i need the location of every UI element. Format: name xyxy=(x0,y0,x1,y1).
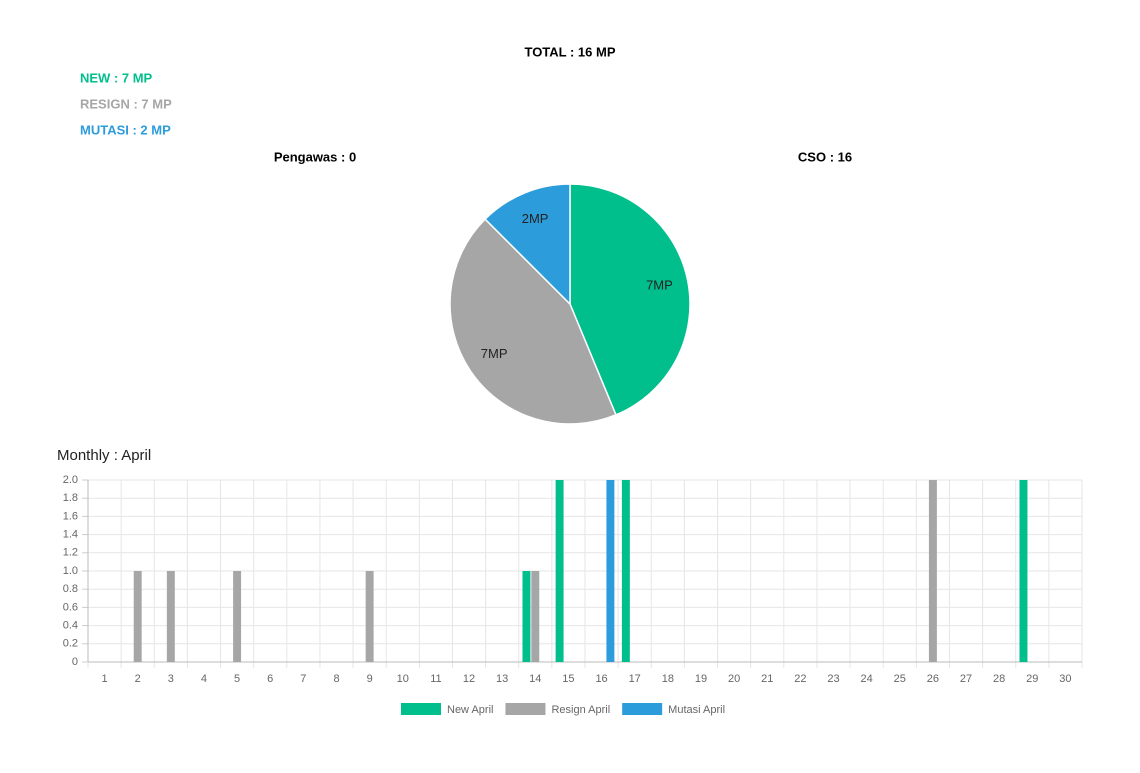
y-tick-label: 1.0 xyxy=(63,565,78,577)
bar xyxy=(522,571,531,662)
x-tick-label: 24 xyxy=(861,673,873,685)
y-tick-label: 1.2 xyxy=(63,547,78,559)
x-tick-label: 5 xyxy=(234,673,240,685)
x-tick-label: 11 xyxy=(430,673,441,685)
legend-swatch xyxy=(401,703,441,715)
x-tick-label: 29 xyxy=(1026,673,1038,685)
legend-label: Mutasi April xyxy=(668,704,725,716)
x-tick-label: 23 xyxy=(827,673,839,685)
pie-label: 7MP xyxy=(646,278,673,293)
x-tick-label: 17 xyxy=(629,673,641,685)
x-tick-label: 10 xyxy=(397,673,409,685)
y-tick-label: 2.0 xyxy=(63,474,78,486)
x-tick-label: 30 xyxy=(1059,673,1071,685)
y-tick-label: 0.2 xyxy=(63,638,78,650)
bar xyxy=(928,480,937,662)
resign-count: RESIGN : 7 MP xyxy=(80,96,172,111)
x-tick-label: 14 xyxy=(529,673,541,685)
bar xyxy=(166,571,175,662)
x-tick-label: 12 xyxy=(463,673,475,685)
pie-label: 7MP xyxy=(481,346,508,361)
x-tick-label: 21 xyxy=(761,673,773,685)
x-tick-label: 26 xyxy=(927,673,939,685)
x-tick-label: 2 xyxy=(135,673,141,685)
y-tick-label: 1.6 xyxy=(63,510,78,522)
x-tick-label: 28 xyxy=(993,673,1005,685)
bar xyxy=(133,571,142,662)
x-tick-label: 4 xyxy=(201,673,207,685)
x-tick-label: 20 xyxy=(728,673,740,685)
bar xyxy=(1019,480,1028,662)
new-count: NEW : 7 MP xyxy=(80,70,153,85)
x-tick-label: 7 xyxy=(300,673,306,685)
x-tick-label: 16 xyxy=(595,673,607,685)
bar xyxy=(555,480,564,662)
y-tick-label: 0.6 xyxy=(63,601,78,613)
y-tick-label: 0 xyxy=(72,656,78,668)
legend-label: New April xyxy=(447,704,493,716)
bar xyxy=(233,571,242,662)
x-tick-label: 6 xyxy=(267,673,273,685)
x-tick-label: 13 xyxy=(496,673,508,685)
x-tick-label: 19 xyxy=(695,673,707,685)
x-tick-label: 22 xyxy=(794,673,806,685)
bar xyxy=(606,480,615,662)
pengawas: Pengawas : 0 xyxy=(274,149,356,164)
pie-slice xyxy=(569,183,691,416)
legend-label: Resign April xyxy=(551,704,610,716)
bar xyxy=(621,480,630,662)
y-tick-label: 1.4 xyxy=(63,529,78,541)
mutasi-count: MUTASI : 2 MP xyxy=(80,122,171,137)
y-tick-label: 1.8 xyxy=(63,492,78,504)
x-tick-label: 27 xyxy=(960,673,972,685)
total: TOTAL : 16 MP xyxy=(524,44,615,59)
x-tick-label: 1 xyxy=(102,673,108,685)
x-tick-label: 3 xyxy=(168,673,174,685)
x-tick-label: 18 xyxy=(662,673,674,685)
bar xyxy=(365,571,374,662)
y-tick-label: 0.8 xyxy=(63,583,78,595)
x-tick-label: 8 xyxy=(333,673,339,685)
legend-swatch xyxy=(505,703,546,715)
x-tick-label: 25 xyxy=(894,673,906,685)
y-tick-label: 0.4 xyxy=(63,620,78,632)
bar-title: Monthly : April xyxy=(57,447,151,464)
bar xyxy=(531,571,540,662)
legend-swatch xyxy=(622,703,663,715)
pie-slice xyxy=(484,183,571,306)
x-tick-label: 15 xyxy=(562,673,574,685)
cso: CSO : 16 xyxy=(798,149,852,164)
x-tick-label: 9 xyxy=(367,673,373,685)
pie-slice xyxy=(449,218,617,425)
pie-label: 2MP xyxy=(522,211,549,226)
